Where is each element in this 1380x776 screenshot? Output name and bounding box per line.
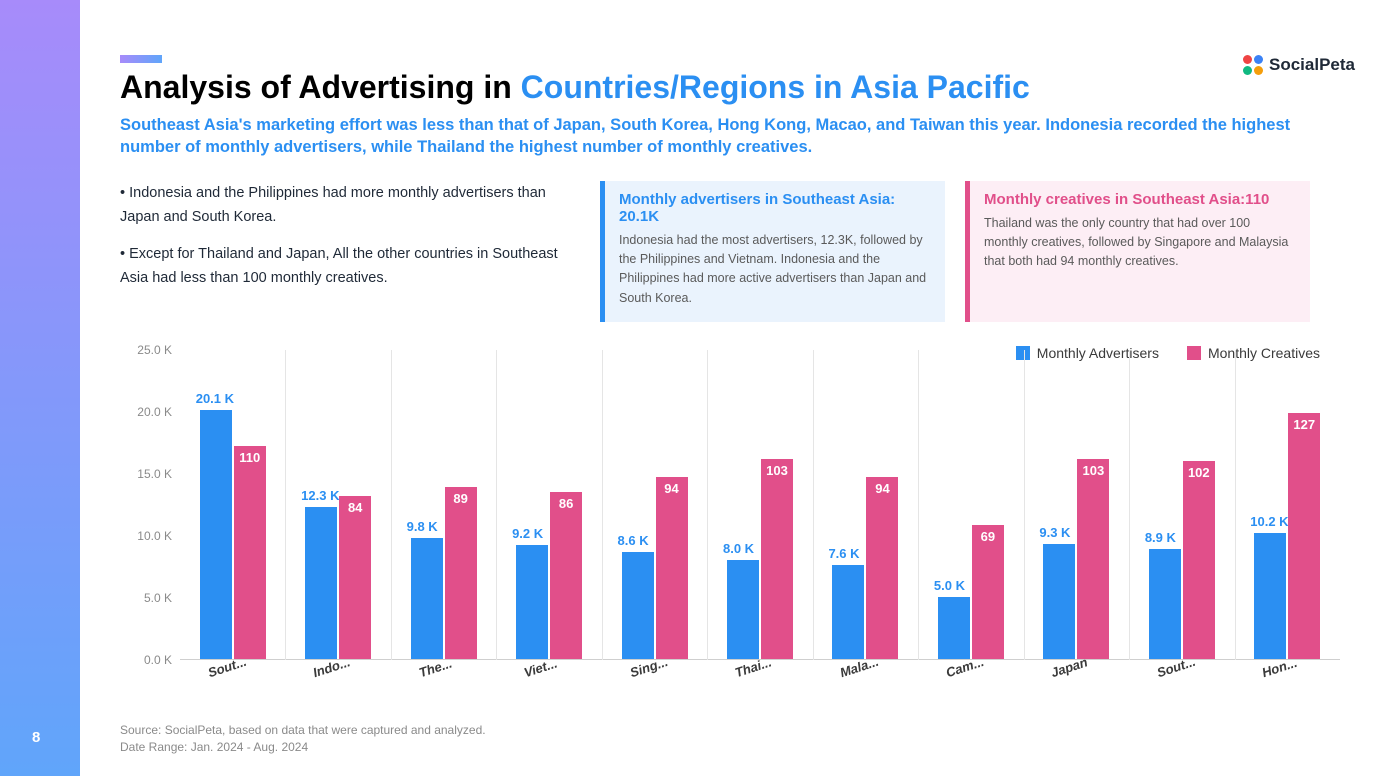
title-accent: Countries/Regions in Asia Pacific	[521, 69, 1030, 105]
bar-value-label: 12.3 K	[301, 488, 339, 503]
bar-chart: Monthly Advertisers Monthly Creatives 0.…	[120, 350, 1340, 700]
bar-value-label: 84	[339, 500, 371, 515]
bar-group: 8.0 K 103	[725, 349, 795, 659]
source-line: Source: SocialPeta, based on data that w…	[120, 722, 486, 739]
bar-group: 9.2 K 86	[514, 349, 584, 659]
y-axis-label: 10.0 K	[137, 529, 172, 543]
bar-group: 8.6 K 94	[620, 349, 690, 659]
bar-group: 12.3 K84	[303, 349, 373, 659]
bar-value-label: 8.6 K	[618, 533, 649, 548]
bar-creatives: 110	[234, 446, 266, 659]
stat-card-title: Monthly advertisers in Southeast Asia: 2…	[619, 191, 931, 225]
bar-advertisers	[200, 410, 232, 659]
stat-card-body: Thailand was the only country that had o…	[984, 214, 1296, 272]
bar-value-label: 10.2 K	[1250, 514, 1288, 529]
gridline	[1129, 350, 1130, 660]
gridline	[391, 350, 392, 660]
bar-value-label: 110	[234, 450, 266, 465]
y-axis-label: 25.0 K	[137, 343, 172, 357]
notes-row: • Indonesia and the Philippines had more…	[120, 181, 1350, 323]
bar-group: 9.8 K 89	[409, 349, 479, 659]
bar-value-label: 102	[1183, 465, 1215, 480]
bar-group: 5.0 K 69	[936, 349, 1006, 659]
bar-value-label: 94	[656, 481, 688, 496]
bar-value-label: 20.1 K	[196, 391, 234, 406]
bar-advertisers	[1043, 544, 1075, 659]
bar-value-label: 5.0 K	[934, 578, 965, 593]
bar-advertisers	[1149, 549, 1181, 659]
bar-advertisers	[305, 507, 337, 660]
y-axis: 0.0 K5.0 K10.0 K15.0 K20.0 K25.0 K	[120, 350, 180, 660]
bar-advertisers	[938, 597, 970, 659]
bar-creatives: 89	[445, 487, 477, 659]
bar-creatives: 127	[1288, 413, 1320, 659]
bar-group: 8.9 K 102	[1147, 349, 1217, 659]
accent-bar	[120, 55, 162, 63]
stat-card-creatives: Monthly creatives in Southeast Asia:110 …	[965, 181, 1310, 323]
bar-advertisers	[832, 565, 864, 659]
y-axis-label: 5.0 K	[144, 591, 172, 605]
bar-group: 7.6 K 94	[830, 349, 900, 659]
gridline	[707, 350, 708, 660]
x-axis-label: The...	[417, 656, 454, 681]
stat-card-title: Monthly creatives in Southeast Asia:110	[984, 191, 1296, 208]
bar-value-label: 94	[866, 481, 898, 496]
title-prefix: Analysis of Advertising in	[120, 69, 521, 105]
gridline	[918, 350, 919, 660]
bar-value-label: 89	[445, 491, 477, 506]
side-gradient-stripe	[0, 0, 80, 776]
bar-creatives: 103	[1077, 459, 1109, 659]
y-axis-label: 15.0 K	[137, 467, 172, 481]
bar-advertisers	[622, 552, 654, 659]
bar-group: 10.2 K 127	[1252, 349, 1322, 659]
chart-plot-area: 20.1 K110Sout...12.3 K84Indo...9.8 K89Th…	[180, 350, 1340, 660]
gridline	[1235, 350, 1236, 660]
bar-value-label: 8.9 K	[1145, 530, 1176, 545]
bullet-item: • Except for Thailand and Japan, All the…	[120, 242, 580, 291]
bar-value-label: 69	[972, 529, 1004, 544]
y-axis-label: 20.0 K	[137, 405, 172, 419]
bar-creatives: 94	[866, 477, 898, 659]
gridline	[602, 350, 603, 660]
bar-value-label: 103	[1077, 463, 1109, 478]
bar-creatives: 103	[761, 459, 793, 659]
page-number: 8	[32, 729, 40, 746]
gridline	[285, 350, 286, 660]
bar-advertisers	[411, 538, 443, 660]
bar-group: 9.3 K 103	[1041, 349, 1111, 659]
stat-card-advertisers: Monthly advertisers in Southeast Asia: 2…	[600, 181, 945, 323]
bar-value-label: 8.0 K	[723, 541, 754, 556]
gridline	[496, 350, 497, 660]
bar-value-label: 7.6 K	[828, 546, 859, 561]
bar-value-label: 103	[761, 463, 793, 478]
bar-value-label: 127	[1288, 417, 1320, 432]
bar-value-label: 9.3 K	[1039, 525, 1070, 540]
x-axis-label: Viet...	[522, 655, 559, 680]
bar-creatives: 102	[1183, 461, 1215, 659]
bar-advertisers	[516, 545, 548, 659]
stat-card-body: Indonesia had the most advertisers, 12.3…	[619, 231, 931, 309]
source-note: Source: SocialPeta, based on data that w…	[120, 722, 486, 756]
bar-creatives: 69	[972, 525, 1004, 659]
bar-advertisers	[727, 560, 759, 659]
source-line: Date Range: Jan. 2024 - Aug. 2024	[120, 739, 486, 756]
bar-creatives: 94	[656, 477, 688, 659]
bullet-item: • Indonesia and the Philippines had more…	[120, 181, 580, 230]
bullet-list: • Indonesia and the Philippines had more…	[120, 181, 580, 323]
bar-value-label: 86	[550, 496, 582, 511]
bar-value-label: 9.8 K	[407, 519, 438, 534]
bar-value-label: 9.2 K	[512, 526, 543, 541]
bar-creatives: 86	[550, 492, 582, 659]
gridline	[1024, 350, 1025, 660]
bar-creatives: 84	[339, 496, 371, 659]
bar-advertisers	[1254, 533, 1286, 659]
bar-group: 20.1 K 110	[198, 349, 268, 659]
y-axis-label: 0.0 K	[144, 653, 172, 667]
subtitle: Southeast Asia's marketing effort was le…	[120, 114, 1350, 159]
gridline	[813, 350, 814, 660]
page-title: Analysis of Advertising in Countries/Reg…	[120, 69, 1350, 106]
